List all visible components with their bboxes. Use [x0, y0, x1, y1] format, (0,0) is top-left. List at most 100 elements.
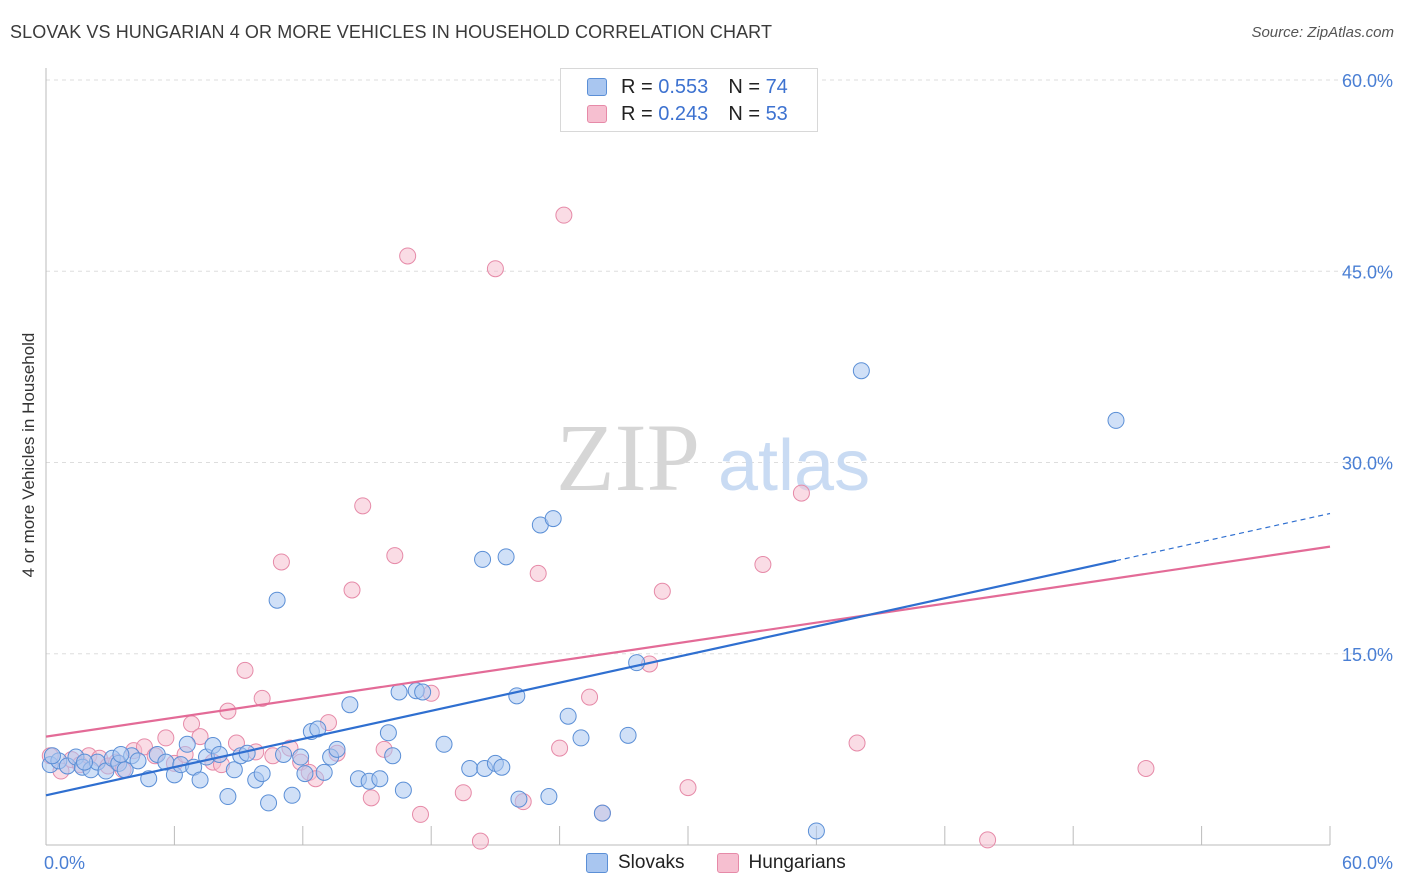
slovaks-point — [309, 720, 327, 738]
hungarians-point — [354, 497, 372, 515]
source-label: Source: ZipAtlas.com — [1251, 24, 1394, 41]
slovaks-point — [43, 747, 61, 765]
hungarians-point — [555, 206, 573, 224]
hungarians-point — [848, 734, 866, 752]
slovaks-trend-extension — [1115, 512, 1331, 562]
hungarians-point — [454, 784, 472, 802]
watermark-zip: ZIP — [556, 404, 700, 511]
hungarians-point — [386, 547, 404, 565]
hungarians-point — [253, 689, 271, 707]
slovaks-point — [219, 788, 237, 806]
slovaks-point — [474, 550, 492, 568]
axes — [45, 68, 1331, 846]
slovaks-point — [1107, 411, 1125, 429]
slovaks-point — [292, 748, 310, 766]
legend-n-value: 74 — [765, 75, 788, 98]
hungarians-point — [236, 661, 254, 679]
hungarians-point — [653, 582, 671, 600]
slovaks-point — [371, 770, 389, 788]
legend-n-label: N = — [728, 102, 766, 125]
legend-r-label: R = — [621, 75, 659, 98]
legend-r-value: 0.243 — [658, 102, 709, 125]
hungarians-point — [581, 688, 599, 706]
gridlines — [46, 79, 1392, 655]
slovaks-points — [41, 362, 1125, 840]
hungarians-point — [979, 831, 997, 849]
chart-title: SLOVAK VS HUNGARIAN 4 OR MORE VEHICLES I… — [10, 22, 773, 42]
hungarians-point — [792, 484, 810, 502]
series-legend: Slovaks Hungarians — [586, 852, 878, 874]
slovaks-point — [191, 771, 209, 789]
slovaks-point — [210, 745, 228, 763]
hungarians-point — [529, 564, 547, 582]
slovaks-point — [225, 761, 243, 779]
slovaks-point — [328, 740, 346, 758]
slovaks-point — [76, 753, 94, 771]
hungarians-point — [362, 789, 380, 807]
slovaks-point — [461, 760, 479, 777]
slovaks-point — [315, 763, 333, 781]
slovaks-legend-swatch — [586, 853, 608, 873]
x-tick-label: 60.0% — [1342, 853, 1393, 873]
slovaks-point — [268, 591, 286, 609]
x-tick-label: 0.0% — [44, 853, 85, 873]
slovaks-trend-line — [45, 559, 1117, 797]
hungarians-point — [471, 832, 489, 850]
slovaks-point — [390, 683, 408, 701]
slovaks-point — [296, 765, 314, 783]
slovaks-point — [593, 804, 611, 822]
slovaks-point — [253, 765, 271, 783]
slovaks-point — [275, 745, 293, 763]
slovaks-point — [572, 729, 590, 747]
slovaks-point — [510, 790, 528, 808]
hungarians-point — [551, 739, 569, 757]
slovaks-point — [260, 794, 278, 812]
slovaks-legend-label: Slovaks — [618, 852, 685, 873]
slovaks-point — [619, 726, 637, 744]
hungarians-point — [399, 247, 417, 265]
slovaks-point — [112, 745, 130, 763]
hungarians-point — [272, 553, 290, 571]
trend-lines — [45, 512, 1331, 797]
hungarians-point — [1137, 760, 1155, 777]
hungarians-swatch — [587, 105, 607, 123]
legend-r-label: R = — [621, 102, 659, 125]
legend-n-label: N = — [728, 75, 766, 98]
legend-row-hungarians: R = 0.243 N = 53 — [587, 101, 788, 127]
hungarians-legend-swatch — [716, 853, 739, 873]
slovaks-point — [807, 822, 825, 840]
slovaks-point — [414, 683, 432, 701]
series-legend-hungarians: Hungarians — [716, 852, 846, 874]
hungarians-point — [343, 581, 361, 599]
hungarians-point — [412, 805, 429, 823]
y-tick-label: 15.0% — [1342, 645, 1393, 665]
hungarians-legend-label: Hungarians — [748, 852, 846, 873]
slovaks-point — [283, 786, 301, 804]
slovaks-point — [544, 510, 562, 528]
y-tick-label: 60.0% — [1342, 71, 1393, 91]
hungarians-point — [486, 260, 504, 278]
legend-n-value: 53 — [765, 102, 788, 125]
slovaks-point — [493, 758, 511, 776]
y-tick-label: 30.0% — [1342, 454, 1393, 474]
slovaks-point — [852, 362, 870, 380]
hungarians-point — [191, 728, 209, 746]
series-legend-slovaks: Slovaks — [586, 852, 685, 874]
slovaks-point — [129, 752, 147, 770]
slovaks-point — [394, 781, 412, 799]
y-axis-label: 4 or more Vehicles in Household — [19, 333, 38, 578]
slovaks-point — [497, 548, 515, 566]
slovaks-point — [435, 735, 453, 753]
hungarians-point — [679, 779, 697, 797]
slovaks-point — [341, 696, 359, 714]
slovaks-point — [628, 654, 646, 672]
slovaks-point — [540, 788, 558, 806]
slovaks-point — [559, 707, 577, 725]
correlation-legend: R = 0.553 N = 74 R = 0.243 N = 53 — [560, 68, 818, 132]
slovaks-point — [178, 735, 196, 753]
hungarians-point — [157, 729, 175, 747]
y-tick-label: 45.0% — [1342, 262, 1393, 282]
watermark: ZIP atlas — [556, 404, 870, 511]
slovaks-point — [384, 747, 402, 765]
